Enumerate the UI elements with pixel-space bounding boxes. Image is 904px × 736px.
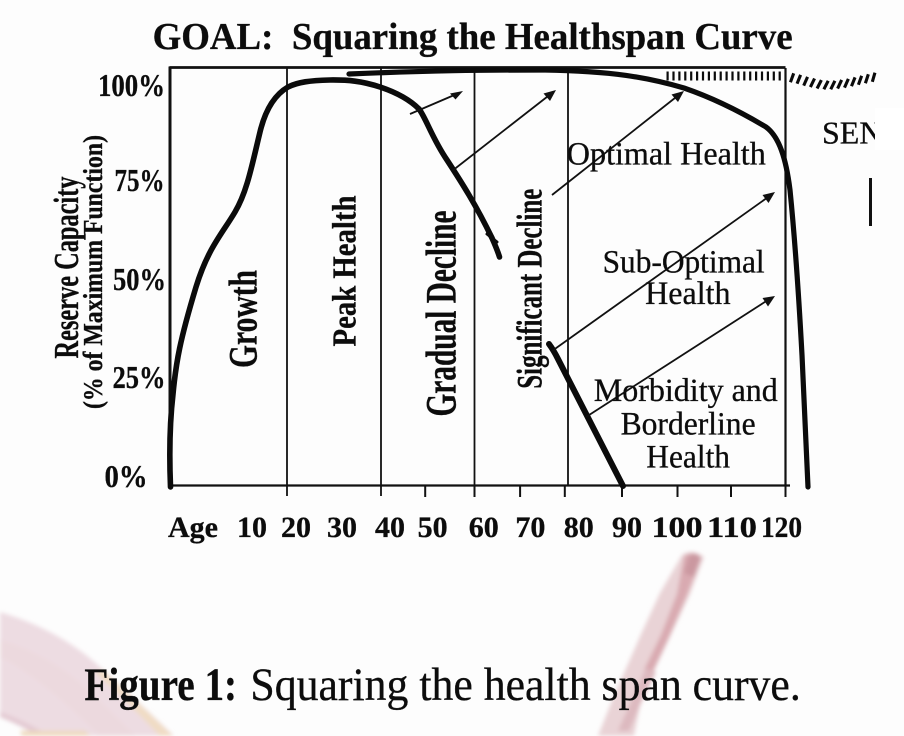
svg-text:75%: 75% bbox=[115, 162, 165, 198]
svg-text:Health: Health bbox=[645, 276, 731, 312]
svg-text:Gradual Decline: Gradual Decline bbox=[419, 211, 466, 417]
svg-text:Borderline: Borderline bbox=[621, 407, 756, 443]
svg-text:20: 20 bbox=[281, 511, 311, 544]
svg-text:30: 30 bbox=[327, 511, 357, 544]
svg-text:120: 120 bbox=[761, 511, 802, 544]
svg-text:40: 40 bbox=[375, 511, 405, 544]
svg-text:Figure 1:: Figure 1: bbox=[84, 659, 237, 711]
svg-text:Squaring the health span curve: Squaring the health span curve. bbox=[250, 659, 800, 711]
svg-text:Sub-Optimal: Sub-Optimal bbox=[603, 245, 765, 281]
svg-text:60: 60 bbox=[469, 511, 499, 544]
svg-text:Growth: Growth bbox=[221, 270, 266, 368]
svg-text:10: 10 bbox=[237, 511, 267, 544]
svg-text:70: 70 bbox=[515, 511, 545, 544]
svg-text:100%: 100% bbox=[98, 67, 165, 103]
svg-text:50%: 50% bbox=[113, 261, 166, 297]
svg-text:Optimal Health: Optimal Health bbox=[567, 137, 766, 173]
svg-text:Morbidity and: Morbidity and bbox=[594, 373, 778, 409]
svg-text:Age: Age bbox=[168, 511, 218, 544]
svg-text:Reserve Capacity: Reserve Capacity bbox=[47, 176, 86, 358]
svg-text:Health: Health bbox=[646, 440, 730, 476]
svg-text:110: 110 bbox=[707, 511, 757, 544]
svg-text:Peak Health: Peak Health bbox=[327, 195, 364, 346]
svg-text:50: 50 bbox=[418, 511, 448, 544]
svg-text:25%: 25% bbox=[113, 359, 166, 395]
svg-text:80: 80 bbox=[564, 511, 594, 544]
svg-text:(% of Maximum Function): (% of Maximum Function) bbox=[78, 135, 108, 409]
svg-text:Significant Decline: Significant Decline bbox=[510, 189, 550, 389]
svg-text:100: 100 bbox=[652, 511, 703, 544]
svg-text:GOAL: Squaring the Healthspan: GOAL: Squaring the Healthspan Curve bbox=[153, 16, 793, 58]
svg-text:90: 90 bbox=[612, 511, 642, 544]
svg-text:0%: 0% bbox=[105, 458, 148, 494]
